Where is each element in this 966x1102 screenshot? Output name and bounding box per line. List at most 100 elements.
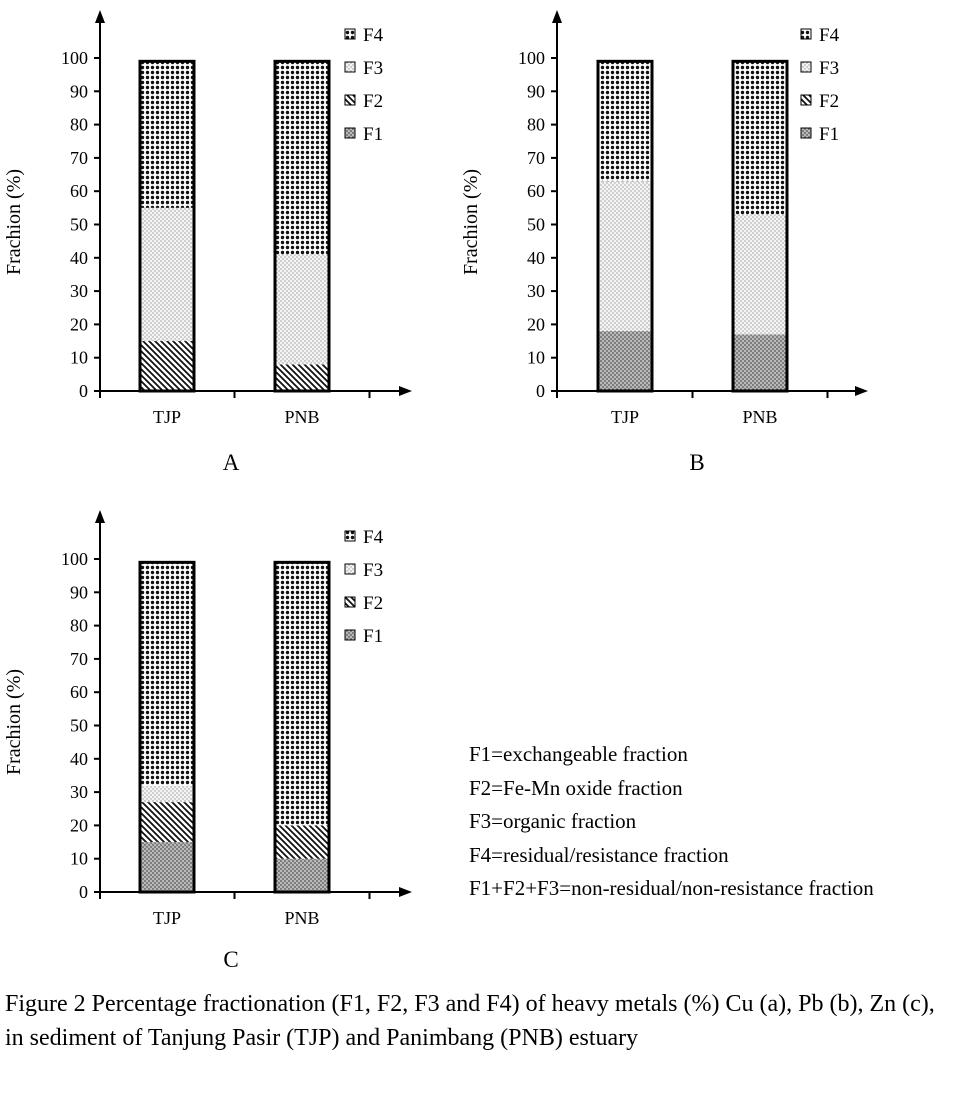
x-axis-arrow	[399, 887, 412, 897]
y-tick-label: 70	[527, 148, 545, 168]
y-tick-label: 50	[527, 215, 545, 235]
fraction-definitions: F1=exchangeable fraction F2=Fe-Mn oxide …	[469, 738, 874, 906]
segment-f3-tjp	[598, 181, 652, 332]
y-tick-label: 40	[527, 248, 545, 268]
category-label: TJP	[611, 407, 639, 427]
legend-label-f3: F3	[819, 58, 839, 79]
segment-f4-pnb	[275, 61, 329, 255]
legend-swatch-f2	[344, 94, 356, 106]
panel-b: TJP PNB 0 10 20 30 40 50 60 70 80 90 100 Frachion (%)…	[460, 10, 868, 475]
category-label: TJP	[153, 908, 181, 928]
segment-f2-pnb	[275, 825, 329, 859]
y-tick-label: 30	[70, 281, 88, 301]
y-tick-label: 80	[70, 616, 88, 636]
segment-f2-tjp	[140, 341, 194, 391]
y-tick-label: 70	[70, 649, 88, 669]
y-tick-label: 20	[70, 314, 88, 334]
segment-f2-tjp	[140, 802, 194, 843]
y-tick-label: 10	[70, 348, 88, 368]
note-f3: F3=organic fraction	[469, 809, 637, 833]
legend-label-f2: F2	[363, 593, 383, 614]
segment-f4-pnb	[275, 562, 329, 826]
legend: F4 F3 F2 F1	[800, 25, 840, 145]
panel-a: TJP PNB 0 10 20 30 40 50 60 70 80 90 100 Frachion (%)…	[3, 10, 412, 475]
segment-f1-pnb	[733, 334, 787, 391]
category-label: PNB	[742, 407, 777, 427]
y-tick-label: 50	[70, 716, 88, 736]
figure-caption: Figure 2 Percentage fractionation (F1, F…	[5, 991, 935, 1051]
legend-label-f2: F2	[363, 91, 383, 112]
y-tick-label: 40	[70, 749, 88, 769]
segment-f3-pnb	[733, 214, 787, 335]
segment-f4-tjp	[140, 61, 194, 208]
y-tick-label: 10	[70, 849, 88, 869]
segment-f1-tjp	[140, 842, 194, 892]
legend-label-f2: F2	[819, 91, 839, 112]
category-label: TJP	[153, 407, 181, 427]
y-tick-label: 100	[61, 549, 88, 569]
category-label: PNB	[284, 908, 319, 928]
y-axis-label: Frachion (%)	[3, 669, 25, 775]
x-axis-arrow	[399, 386, 412, 396]
legend-swatch-f4	[344, 530, 356, 542]
segment-f1-pnb	[275, 858, 329, 892]
legend-label-f1: F1	[363, 626, 383, 647]
y-axis-arrow	[95, 510, 105, 523]
y-tick-label: 60	[70, 682, 88, 702]
y-tick-label: 90	[70, 582, 88, 602]
y-tick-label: 60	[70, 181, 88, 201]
y-tick-label: 30	[527, 281, 545, 301]
y-tick-label: 80	[527, 115, 545, 135]
panel-letter: A	[223, 450, 240, 475]
segment-f4-tjp	[140, 562, 194, 786]
bar-pnb	[273, 59, 331, 393]
note-f2: F2=Fe-Mn oxide fraction	[469, 775, 683, 800]
y-tick-label: 100	[61, 48, 88, 68]
legend-label-f4: F4	[363, 25, 384, 46]
x-axis-arrow	[855, 386, 868, 396]
legend-label-f4: F4	[819, 25, 840, 46]
y-tick-label: 20	[527, 314, 545, 334]
y-axis-arrow	[552, 10, 562, 23]
legend: F4 F3 F2 F1	[344, 527, 384, 647]
legend-swatch-f3	[800, 61, 812, 73]
legend-label-f1: F1	[363, 124, 383, 145]
segment-f4-pnb	[733, 61, 787, 215]
y-axis-arrow	[95, 10, 105, 23]
y-tick-label: 40	[70, 248, 88, 268]
y-tick-label: 90	[70, 81, 88, 101]
legend-swatch-f3	[344, 563, 356, 575]
legend-swatch-f1	[344, 629, 356, 641]
legend-label-f1: F1	[819, 124, 839, 145]
y-tick-label: 70	[70, 148, 88, 168]
segment-f1-tjp	[598, 331, 652, 391]
bar-tjp	[138, 560, 196, 894]
segment-f3-tjp	[140, 785, 194, 803]
y-tick-label: 50	[70, 215, 88, 235]
segment-f3-tjp	[140, 207, 194, 342]
y-tick-label: 90	[527, 81, 545, 101]
category-label: PNB	[284, 407, 319, 427]
segment-f4-tjp	[598, 61, 652, 182]
legend-swatch-f4	[800, 28, 812, 40]
legend-label-f3: F3	[363, 560, 383, 581]
panel-c: TJP PNB 0 10 20 30 40 50 60 70 80 90 100 Frachion (%)…	[3, 510, 412, 972]
legend-swatch-f1	[344, 127, 356, 139]
bar-tjp	[138, 59, 196, 393]
y-tick-label: 60	[527, 181, 545, 201]
y-tick-label: 20	[70, 815, 88, 835]
y-tick-label: 10	[527, 348, 545, 368]
bar-pnb	[273, 560, 331, 894]
legend-label-f3: F3	[363, 58, 383, 79]
segment-f3-pnb	[275, 254, 329, 365]
y-axis-label: Frachion (%)	[460, 169, 482, 275]
y-tick-label: 100	[518, 48, 545, 68]
note-non-residual: F1+F2+F3=non-residual/non-resistance fra…	[469, 876, 874, 900]
legend-swatch-f2	[800, 94, 812, 106]
segment-f2-pnb	[275, 364, 329, 391]
y-tick-label: 0	[79, 381, 88, 401]
bar-tjp	[596, 59, 654, 393]
y-tick-label: 0	[79, 882, 88, 902]
y-axis-label: Frachion (%)	[3, 169, 25, 275]
